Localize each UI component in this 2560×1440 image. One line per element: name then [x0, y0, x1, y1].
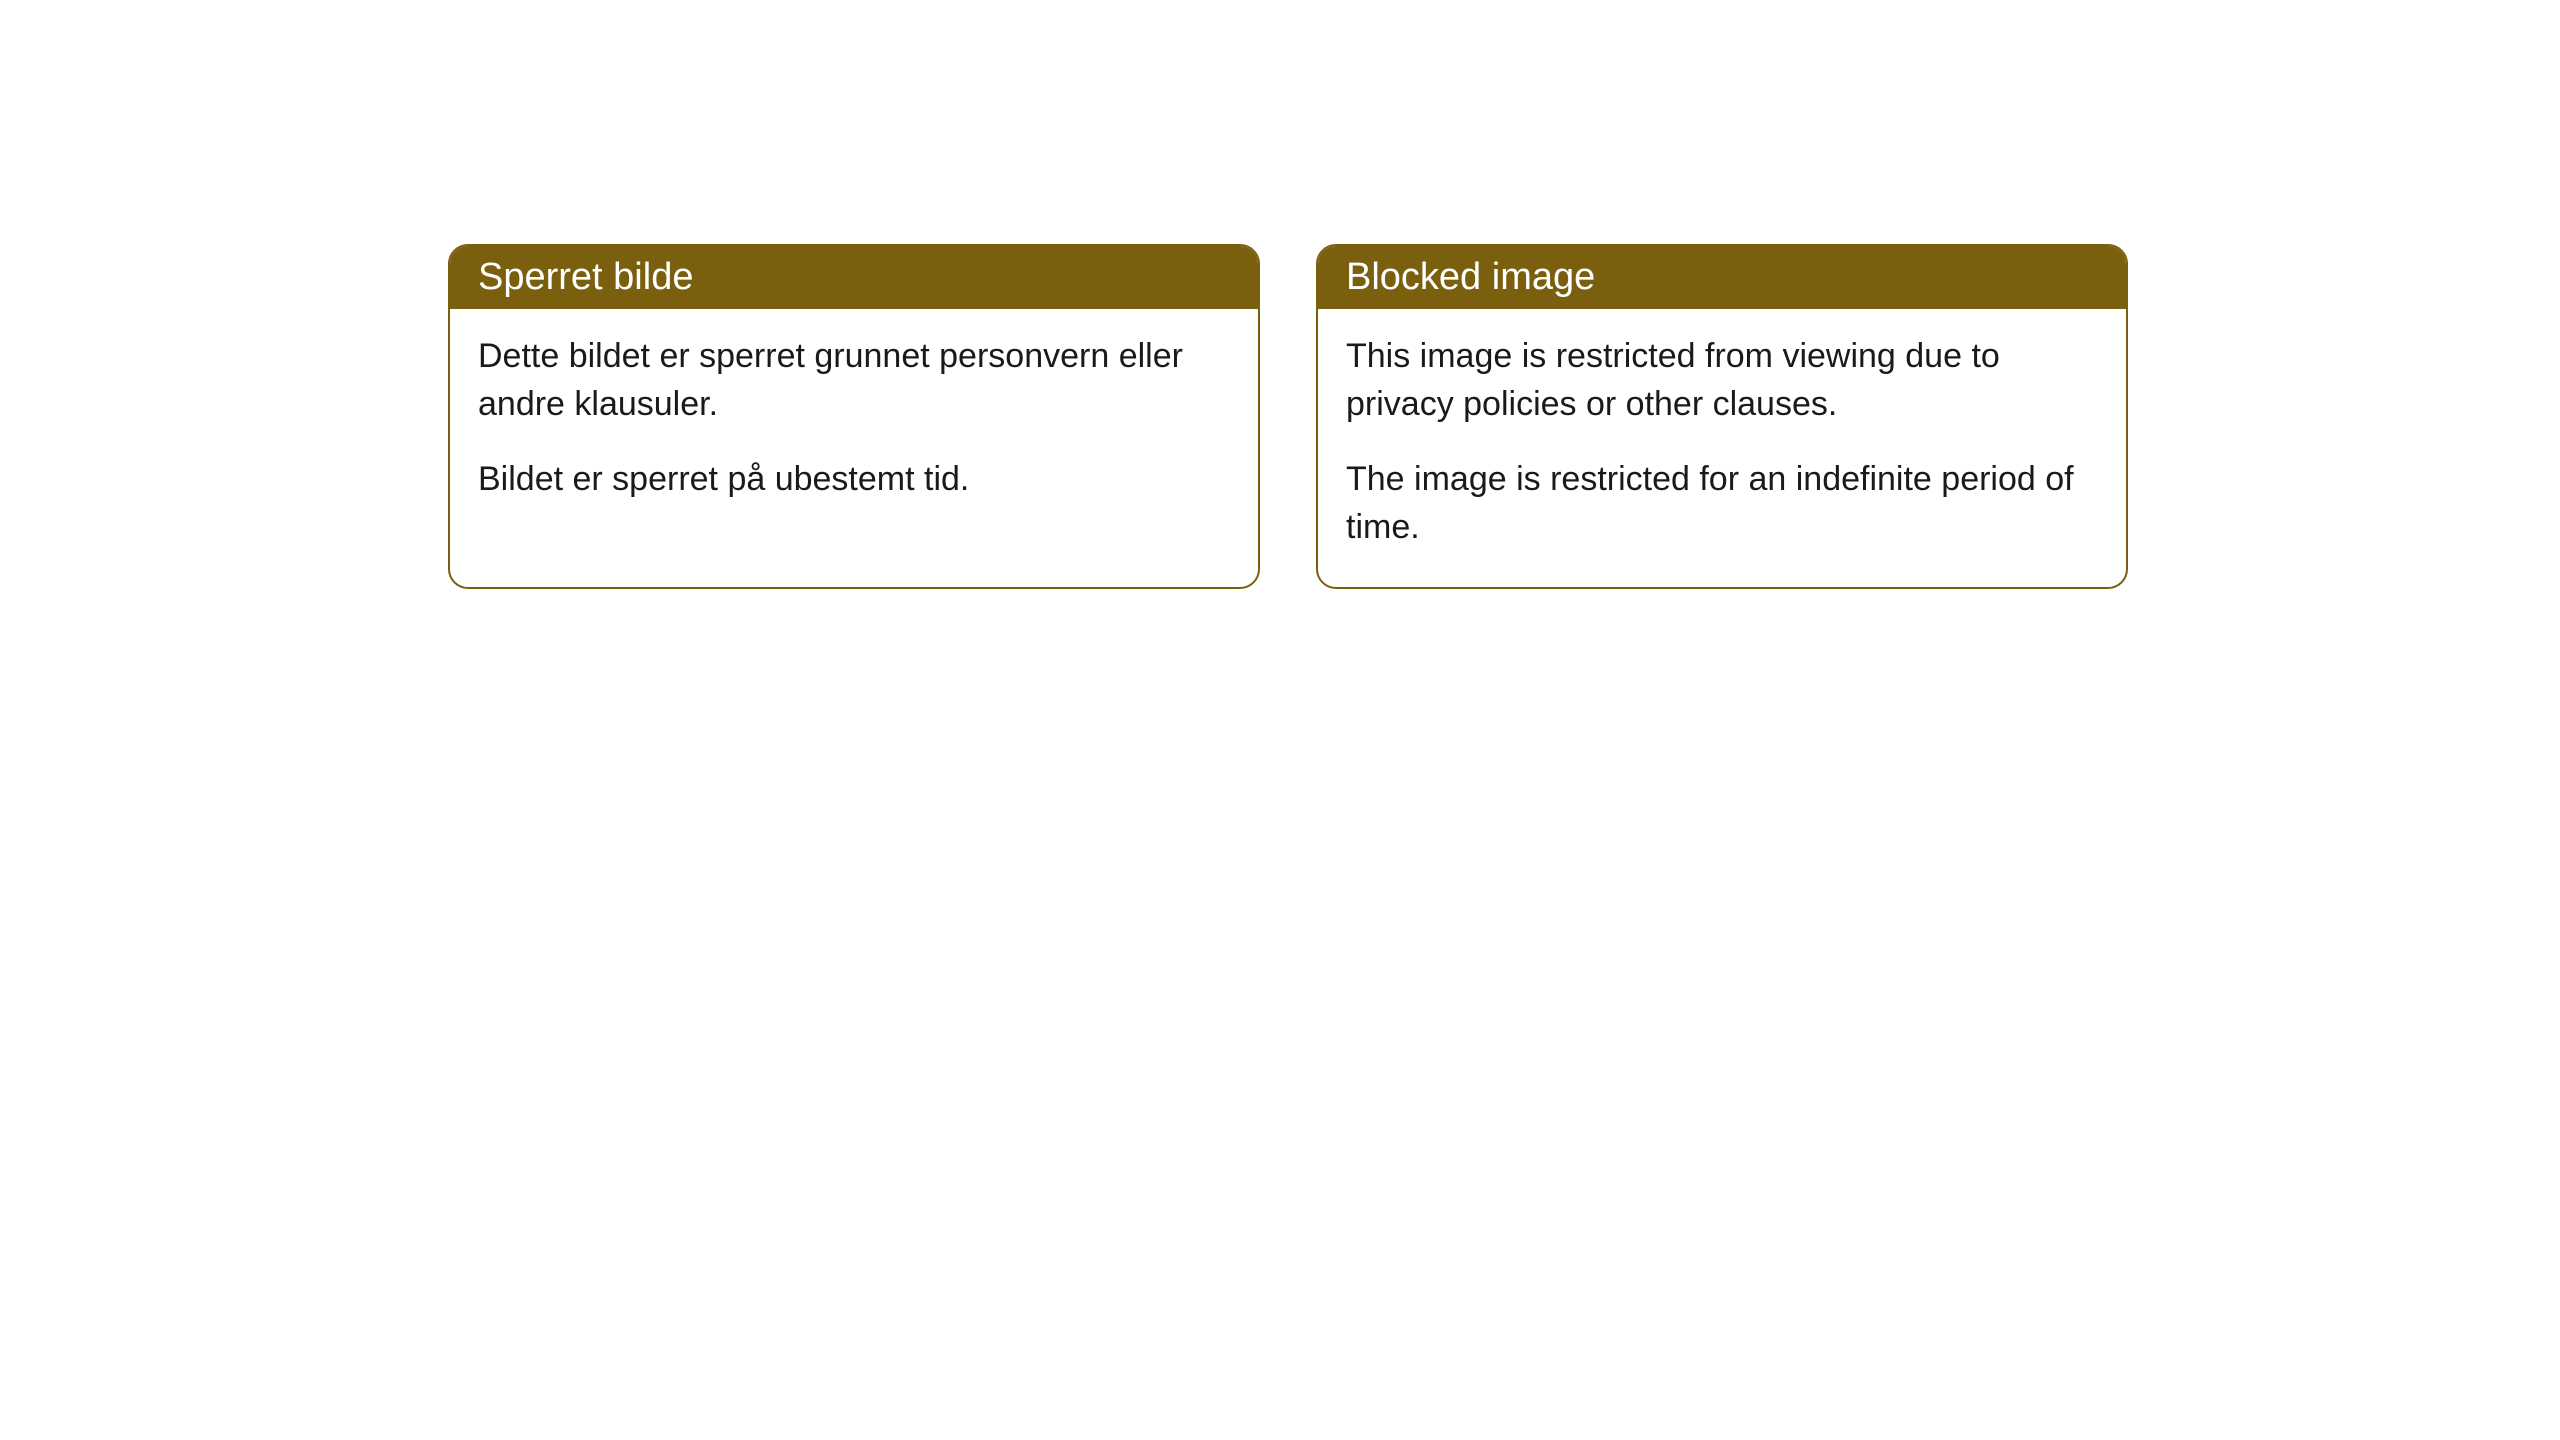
card-title: Blocked image	[1346, 256, 1595, 298]
card-paragraph: This image is restricted from viewing du…	[1346, 333, 2098, 428]
card-paragraph: The image is restricted for an indefinit…	[1346, 456, 2098, 551]
card-title: Sperret bilde	[478, 256, 693, 298]
notice-card-english: Blocked image This image is restricted f…	[1316, 244, 2128, 589]
card-body: Dette bildet er sperret grunnet personve…	[450, 309, 1258, 540]
notice-cards-container: Sperret bilde Dette bildet er sperret gr…	[448, 244, 2128, 589]
card-paragraph: Bildet er sperret på ubestemt tid.	[478, 456, 1230, 504]
card-body: This image is restricted from viewing du…	[1318, 309, 2126, 587]
card-header: Sperret bilde	[450, 246, 1258, 309]
card-paragraph: Dette bildet er sperret grunnet personve…	[478, 333, 1230, 428]
notice-card-norwegian: Sperret bilde Dette bildet er sperret gr…	[448, 244, 1260, 589]
card-header: Blocked image	[1318, 246, 2126, 309]
